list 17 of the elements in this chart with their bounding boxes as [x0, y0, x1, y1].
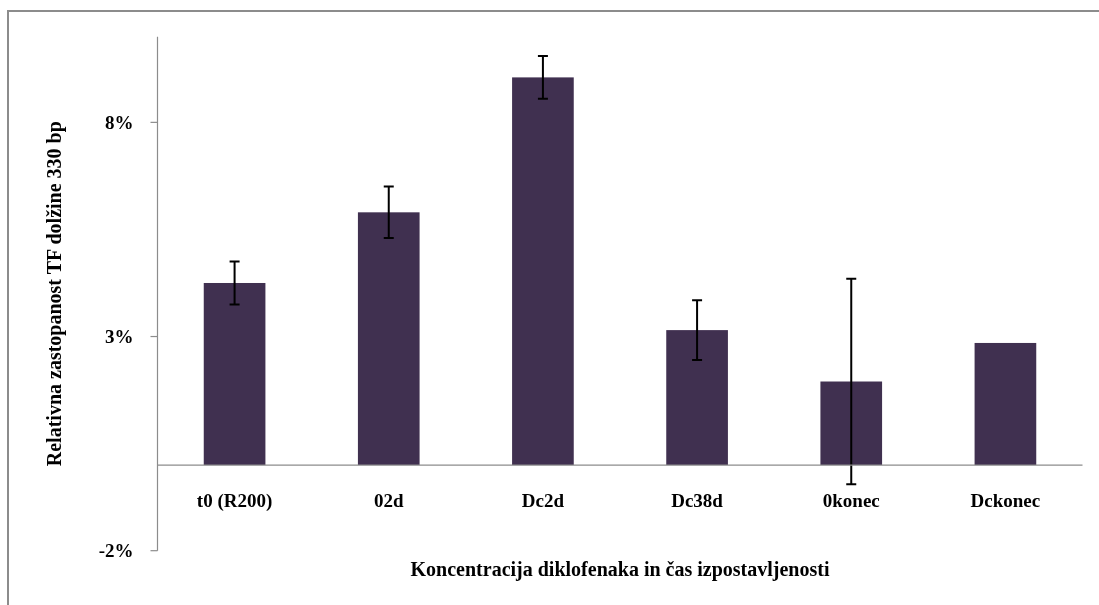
bar [512, 77, 574, 466]
y-axis-title: Relativna zastopanost TF dolžine 330 bp [43, 121, 66, 467]
x-tick-label: t0 (R200) [196, 489, 273, 512]
bar [974, 342, 1037, 466]
bar [357, 212, 420, 466]
x-tick-label: Dckonec [970, 489, 1041, 511]
x-tick-label: 0konec [822, 489, 880, 511]
x-tick-label: 02d [373, 489, 404, 511]
y-tick-label: -2% [98, 540, 134, 562]
y-tick-label: 3% [105, 326, 134, 348]
x-axis-title: Koncentracija diklofenaka in čas izpostavljenosti [410, 558, 830, 581]
bar [666, 330, 728, 466]
x-tick-label: Dc2d [521, 489, 565, 511]
y-tick-label: 8% [105, 112, 134, 134]
bar [203, 282, 266, 466]
bar [820, 381, 883, 466]
x-tick-label: Dc38d [671, 489, 724, 511]
